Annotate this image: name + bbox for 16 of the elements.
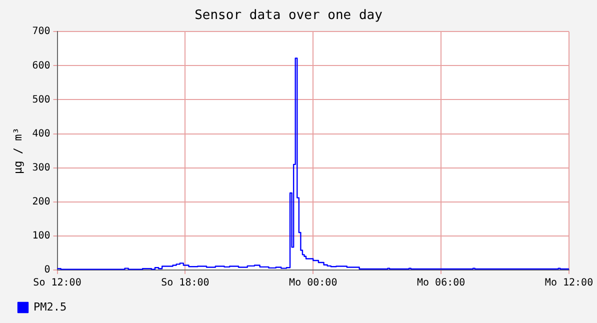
x-tick-label: So 12:00 bbox=[33, 278, 82, 289]
y-tick-label: 500 bbox=[32, 94, 50, 106]
y-tick-label: 700 bbox=[32, 26, 50, 38]
legend-label: PM2.5 bbox=[34, 300, 67, 314]
y-axis-title: µg / m³ bbox=[11, 128, 24, 174]
x-tick-label: Mo 00:00 bbox=[289, 278, 338, 289]
y-tick-label: 400 bbox=[32, 128, 50, 140]
y-tick-label: 300 bbox=[32, 162, 50, 174]
y-tick-label: 100 bbox=[32, 230, 50, 242]
x-tick-label: Mo 12:00 bbox=[544, 278, 594, 289]
y-tick-label: 0 bbox=[44, 264, 50, 276]
chart-title: Sensor data over one day bbox=[194, 8, 383, 24]
y-tick-label: 200 bbox=[32, 196, 50, 208]
y-tick-label: 600 bbox=[32, 60, 50, 72]
x-tick-label: So 18:00 bbox=[161, 278, 210, 289]
x-tick-label: Mo 06:00 bbox=[416, 278, 466, 289]
